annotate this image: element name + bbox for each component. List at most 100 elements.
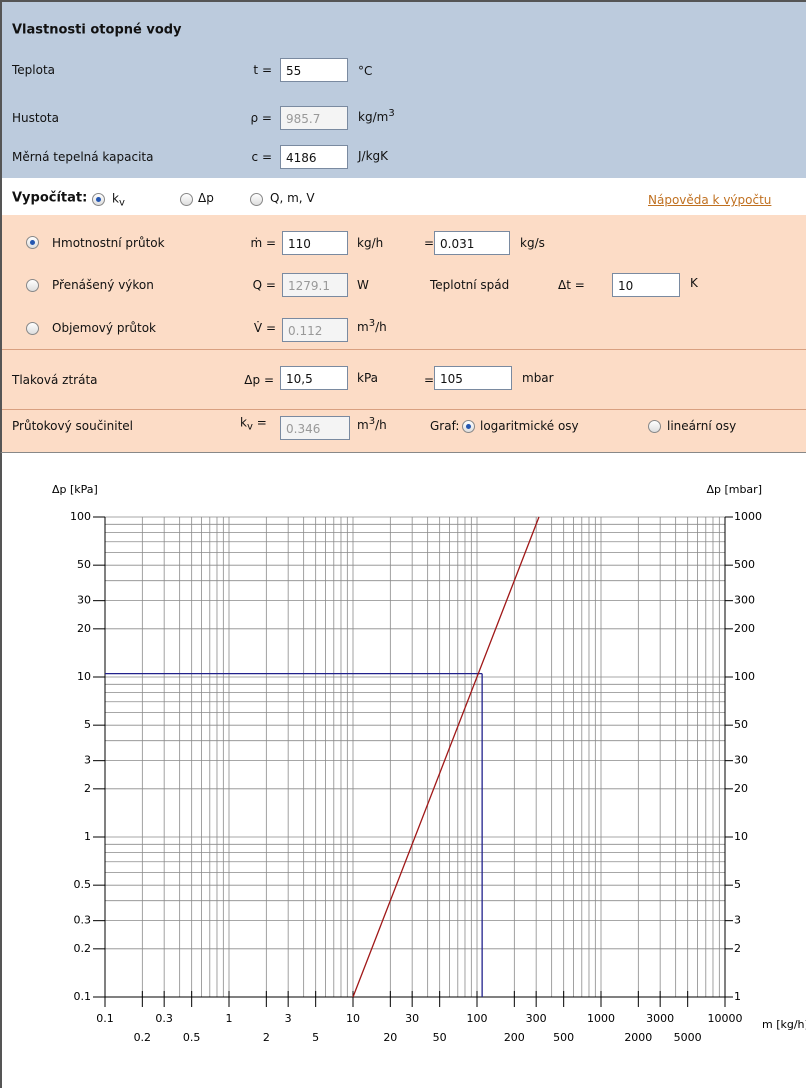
input[interactable]: 0.031 — [434, 231, 510, 255]
y2-tick-label: 3 — [734, 914, 741, 927]
label: Průtokový součinitel — [12, 419, 133, 433]
series-line — [352, 516, 540, 998]
y-tick-label: 0.1 — [74, 990, 92, 1003]
y-tick-label: 0.2 — [74, 942, 92, 955]
unit: kPa — [357, 371, 378, 385]
chart-panel — [0, 452, 806, 1088]
x-tick-label: 3 — [285, 1012, 292, 1025]
y2-tick-label: 100 — [734, 670, 755, 683]
symbol: Δp = — [244, 373, 274, 387]
y2-tick-label: 1 — [734, 990, 741, 1003]
x-tick-label: 3000 — [646, 1012, 674, 1025]
calc-panel — [0, 178, 806, 215]
symbol: k — [240, 415, 247, 430]
y2-tick-label: 300 — [734, 594, 755, 607]
help-link[interactable]: Nápověda k výpočtu — [648, 193, 772, 207]
y-tick-label: 20 — [77, 622, 91, 635]
x-tick-label: 0.5 — [183, 1031, 201, 1044]
option: lineární osy — [667, 419, 737, 433]
input[interactable]: 110 — [282, 231, 348, 255]
x-tick-label: 0.2 — [134, 1031, 152, 1044]
radio[interactable] — [462, 420, 475, 433]
input[interactable]: 55 — [280, 58, 348, 82]
symbol: Δt = — [558, 278, 585, 292]
option: k — [112, 191, 119, 206]
input: 985.7 — [280, 106, 348, 130]
unit: K — [690, 276, 698, 290]
y-tick-label: 5 — [84, 718, 91, 731]
y-tick-label: 100 — [70, 510, 91, 523]
symbol-sub: v — [246, 421, 253, 433]
symbol: = — [252, 415, 267, 430]
symbol: kv = — [240, 415, 267, 432]
radio[interactable] — [26, 279, 39, 292]
symbol: V̇ = — [253, 321, 276, 335]
equals: = — [424, 236, 435, 250]
x-tick-label: 10 — [346, 1012, 360, 1025]
label: Teplota — [12, 63, 56, 77]
unit: m3/h — [357, 318, 387, 334]
calc-label: Vypočítat: — [12, 190, 88, 206]
y-tick-label: 2 — [84, 782, 91, 795]
option: Δp — [198, 191, 214, 205]
y2-tick-label: 5 — [734, 878, 741, 891]
input: 0.346 — [280, 416, 350, 440]
x-axis-label: m [kg/h] — [762, 1018, 806, 1031]
y-tick-label: 0.5 — [74, 878, 92, 891]
y-tick-label: 1 — [84, 830, 91, 843]
input[interactable]: 4186 — [280, 145, 348, 169]
x-tick-label: 200 — [504, 1031, 525, 1044]
label: Hmotnostní průtok — [52, 236, 165, 250]
label: Hustota — [12, 111, 59, 125]
y-tick-label: 0.3 — [74, 914, 92, 927]
y-axis-label: Δp [kPa] — [52, 483, 98, 496]
x-tick-label: 2000 — [624, 1031, 652, 1044]
x-tick-label: 5000 — [674, 1031, 702, 1044]
x-tick-label: 500 — [553, 1031, 574, 1044]
input[interactable]: 10,5 — [280, 366, 348, 390]
unit-sup: 3 — [388, 108, 395, 119]
radio[interactable] — [92, 193, 105, 206]
x-tick-label: 2 — [263, 1031, 270, 1044]
radio[interactable] — [648, 420, 661, 433]
unit: /h — [375, 418, 387, 432]
option: Q, m, V — [270, 191, 315, 205]
equals: = — [424, 373, 435, 387]
unit: °C — [358, 64, 373, 78]
symbol: c = — [251, 150, 272, 164]
y2-tick-label: 10 — [734, 830, 748, 843]
input[interactable]: 10 — [612, 273, 680, 297]
x-tick-label: 300 — [526, 1012, 547, 1025]
label: Tlaková ztráta — [12, 373, 98, 387]
y-tick-label: 3 — [84, 754, 91, 767]
y-tick-label: 50 — [77, 558, 91, 571]
unit: m3/h — [357, 416, 387, 432]
unit: W — [357, 278, 369, 292]
input[interactable]: 105 — [434, 366, 512, 390]
option: kv — [112, 191, 125, 208]
unit: kg/m — [358, 110, 389, 124]
radio[interactable] — [250, 193, 263, 206]
radio[interactable] — [26, 236, 39, 249]
unit-sup: 3 — [368, 318, 376, 329]
y2-tick-label: 30 — [734, 754, 748, 767]
divider — [0, 409, 806, 410]
symbol: t = — [253, 63, 272, 77]
radio[interactable] — [26, 322, 39, 335]
x-tick-label: 30 — [405, 1012, 419, 1025]
x-tick-label: 1 — [226, 1012, 233, 1025]
unit: kg/h — [357, 236, 384, 250]
unit-sup: 3 — [368, 416, 376, 427]
x-tick-label: 50 — [433, 1031, 447, 1044]
label: Teplotní spád — [430, 278, 510, 292]
symbol: ρ = — [250, 111, 273, 125]
flow-panel — [0, 215, 806, 452]
radio[interactable] — [180, 193, 193, 206]
x-tick-label: 10000 — [708, 1012, 743, 1025]
x-tick-label: 5 — [312, 1031, 319, 1044]
y2-tick-label: 2 — [734, 942, 741, 955]
x-tick-label: 1000 — [587, 1012, 615, 1025]
y-tick-label: 10 — [77, 670, 91, 683]
y-tick-label: 30 — [77, 594, 91, 607]
